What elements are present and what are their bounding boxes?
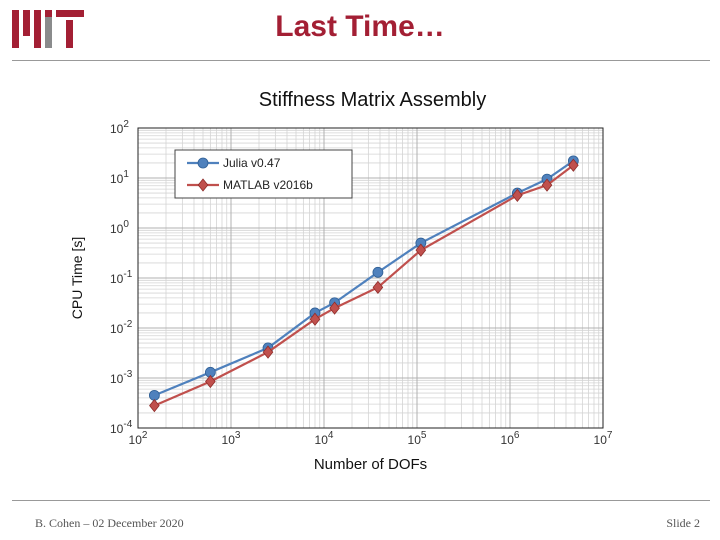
- y-tick-label: 10-2: [110, 319, 133, 336]
- y-tick-label: 10-3: [110, 369, 133, 386]
- legend-marker-diamond: [197, 178, 209, 192]
- legend-label: MATLAB v2016b: [223, 178, 313, 192]
- footer-author-date: B. Cohen – 02 December 2020: [35, 516, 184, 530]
- data-point-matlab: [149, 399, 160, 413]
- x-tick-label: 103: [222, 430, 241, 447]
- x-tick-label: 102: [129, 430, 148, 447]
- data-point-matlab: [541, 178, 553, 192]
- data-point-matlab: [372, 280, 384, 294]
- legend-label: Julia v0.47: [223, 156, 281, 170]
- series-line-julia: [153, 159, 574, 397]
- x-tick-label: 107: [594, 430, 613, 447]
- y-tick-label: 101: [110, 169, 129, 186]
- footer-divider: [12, 500, 710, 501]
- x-tick-label: 105: [408, 430, 427, 447]
- data-point-julia: [148, 389, 160, 401]
- data-point-matlab: [309, 312, 321, 326]
- mit-logo: [12, 10, 84, 48]
- data-point-matlab: [205, 374, 216, 389]
- y-tick-label: 102: [110, 119, 129, 136]
- data-point-matlab: [568, 158, 579, 172]
- x-tick-label: 104: [315, 430, 334, 447]
- data-point-matlab: [512, 188, 523, 202]
- cpu-time-chart: Stiffness Matrix Assembly 102 103 104 105 106…: [69, 89, 613, 473]
- chart-title: Stiffness Matrix Assembly: [259, 89, 486, 111]
- header-divider: [12, 60, 710, 61]
- data-point-julia: [372, 266, 384, 278]
- data-point-matlab: [262, 345, 274, 359]
- plot-frame: [137, 127, 604, 429]
- x-axis-label: Number of DOFs: [314, 456, 427, 473]
- legend-marker-circle: [197, 157, 209, 169]
- data-point-matlab: [329, 301, 340, 315]
- slide-number: Slide 2: [666, 516, 700, 530]
- y-tick-label: 10-4: [110, 419, 133, 436]
- slide-title: Last Time…: [275, 10, 445, 43]
- x-tick-label: 106: [501, 430, 520, 447]
- data-point-matlab: [415, 243, 427, 257]
- y-tick-label: 10-1: [110, 269, 133, 286]
- y-axis-label: CPU Time [s]: [69, 237, 85, 319]
- y-tick-label: 100: [110, 219, 129, 236]
- series-line-matlab: [153, 164, 575, 407]
